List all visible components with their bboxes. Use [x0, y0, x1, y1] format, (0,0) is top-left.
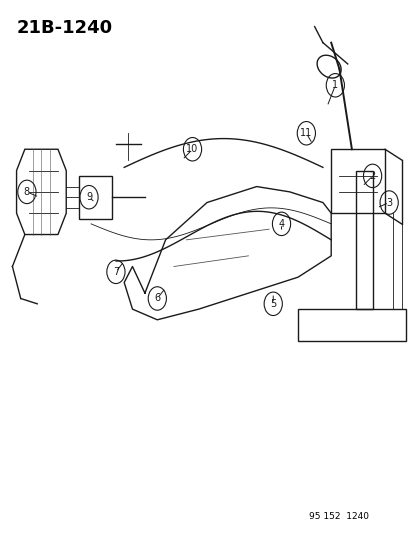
Text: 7: 7 — [112, 267, 119, 277]
Text: 8: 8 — [24, 187, 30, 197]
Text: 9: 9 — [86, 192, 92, 202]
Text: 5: 5 — [269, 299, 276, 309]
Text: 10: 10 — [186, 144, 198, 154]
Text: 21B-1240: 21B-1240 — [17, 19, 112, 37]
Text: 11: 11 — [299, 128, 312, 138]
Text: 4: 4 — [278, 219, 284, 229]
Text: 95 152  1240: 95 152 1240 — [309, 512, 368, 521]
Text: 2: 2 — [368, 171, 375, 181]
Text: 6: 6 — [154, 294, 160, 303]
Text: 3: 3 — [385, 198, 391, 207]
Text: 1: 1 — [332, 80, 337, 90]
